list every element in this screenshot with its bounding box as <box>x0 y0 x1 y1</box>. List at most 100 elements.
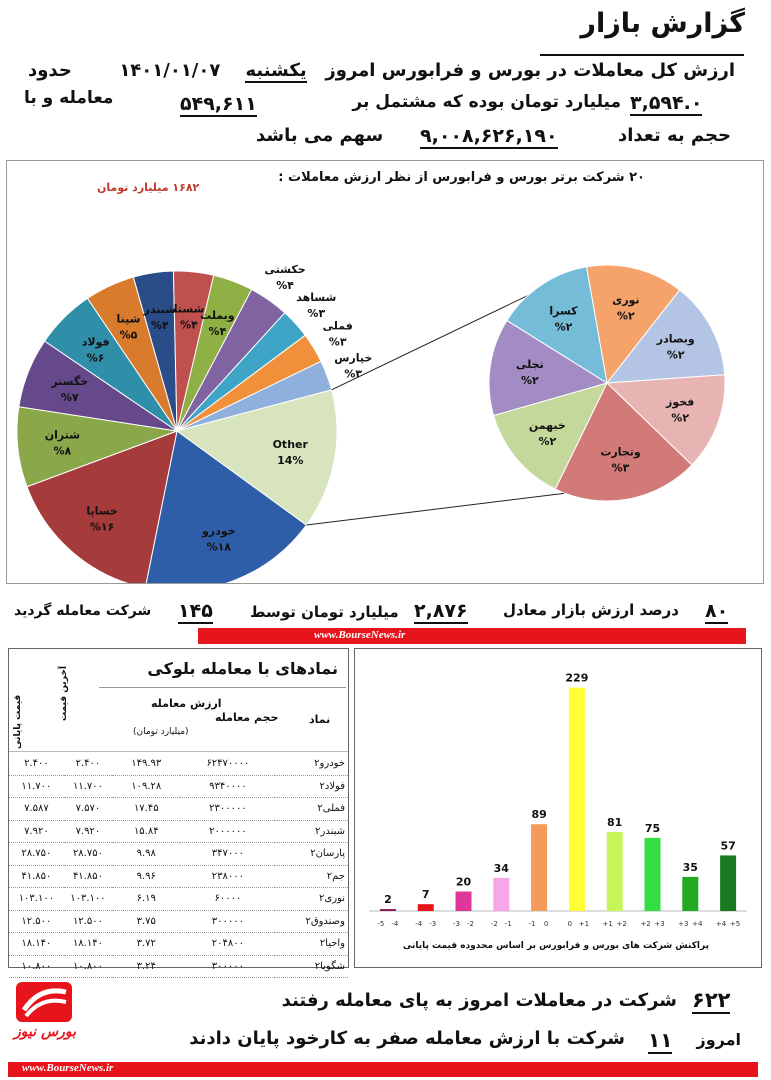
header-divider <box>9 751 348 752</box>
table-cell: شگویا۲ <box>275 955 348 978</box>
bar-tick-label: -4 <box>391 920 399 928</box>
bar-0 <box>379 909 396 911</box>
table-cell: ۳.۲۴ <box>112 955 181 978</box>
pie-label-value: %۳ <box>307 307 325 320</box>
site-banner[interactable]: www.BourseNews.ir <box>198 628 746 644</box>
table-cell: ۲۰۴۸۰۰ <box>180 932 276 956</box>
total-value: ۳,۵۹۴.۰ <box>630 92 703 116</box>
bar-tick-label: 0 <box>544 920 548 928</box>
table-cell: ۷.۹۲۰ <box>9 820 64 843</box>
pie-label-name: خودرو <box>201 524 236 537</box>
pie-slice-1-4 <box>492 382 608 490</box>
pie-section: ۲۰ شرکت برتر بورس و فرابورس از نظر ارزش … <box>6 160 764 584</box>
secondary-pie-label-name: خبهمن <box>529 419 566 432</box>
table-cell: ۲۳۰۰۰۰۰ <box>180 797 276 821</box>
bar-tick-label: -1 <box>505 920 512 928</box>
pie-label-name: Other <box>273 438 309 451</box>
market-value-text: میلیارد تومان توسط <box>250 603 399 621</box>
table-cell: ۲۸.۷۵۰ <box>63 842 113 866</box>
bar-1 <box>417 904 434 911</box>
table-cell: شبندر۲ <box>275 820 348 843</box>
table-cell: ۱۰۳.۱۰۰ <box>63 887 113 911</box>
block-trades-panel: نمادهای با معامله بلوکی نماد حجم معامله … <box>8 648 349 978</box>
pie-label-value: %۶ <box>87 351 105 364</box>
table-cell: ۳۰۰۰۰۰ <box>180 910 276 933</box>
col-header-last-price: آخرین قیمت <box>59 666 69 721</box>
pie-label-name: فولاد <box>82 335 110 348</box>
pie-label-value: %۸ <box>54 445 72 458</box>
table-cell: نوری۲ <box>275 887 348 911</box>
table-cell: ۹۳۴۰۰۰۰ <box>180 775 276 798</box>
pie-chart: خودرو %۱۸ خساپا %۱۶ شتران %۸ خگستر %۷ فولاد %۶ شپن… <box>16 263 726 583</box>
bar-6 <box>606 832 623 911</box>
bar-4 <box>531 824 548 911</box>
pie-label-name: حکشتی <box>265 263 306 276</box>
pie-label-value: %۱۶ <box>90 521 114 534</box>
table-cell: ۳.۷۲ <box>112 932 181 956</box>
table-cell: ۱۲.۵۰۰ <box>9 910 64 933</box>
table-row: ۴۱.۸۵۰ ۴۱.۸۵۰ ۹.۹۶ ۲۳۸۰۰۰ جم۲ <box>9 865 348 888</box>
secondary-pie-label-name: نوری <box>612 293 639 306</box>
pie-label-name: خساپا <box>86 505 118 518</box>
block-trades-table: ۲.۴۰۰ ۲.۴۰۰ ۱۴۹.۹۳ ۶۲۴۷۰۰۰۰ خودرو۲ ۱۱.۷۰۰ ۱۱.۷… <box>9 753 348 978</box>
bar-value-label: 7 <box>422 888 430 901</box>
table-row: ۱۰۳.۱۰۰ ۱۰۳.۱۰۰ ۶.۱۹ ۶۰۰۰۰ نوری۲ <box>9 887 348 911</box>
pie-label-value: %۴ <box>180 318 198 331</box>
table-cell: ۹.۹۶ <box>112 865 181 888</box>
table-cell: ۷.۹۲۰ <box>63 820 113 843</box>
bar-tick-label: +4 <box>692 920 703 928</box>
table-row: ۱۱.۷۰۰ ۱۱.۷۰۰ ۱۰۹.۲۸ ۹۳۴۰۰۰۰ فولاد۲ <box>9 775 348 798</box>
bar-tick-label: -1 <box>529 920 536 928</box>
bar-tick-label: -4 <box>415 920 423 928</box>
table-cell: ۴۱.۸۵۰ <box>9 865 64 888</box>
bar-tick-label: +2 <box>640 920 650 928</box>
table-cell: ۱۷.۴۵ <box>112 797 181 821</box>
pie-slice-0-1 <box>26 430 178 583</box>
bar-tick-label: -3 <box>453 920 460 928</box>
bar-value-label: 20 <box>456 876 472 889</box>
table-row: ۱۲.۵۰۰ ۱۲.۵۰۰ ۳.۷۵ ۳۰۰۰۰۰ وصندوق۲ <box>9 910 348 933</box>
pie-label-value: %۷ <box>61 391 79 404</box>
pie-slice-0-0 <box>145 430 308 583</box>
table-row: ۱۰.۸۰۰ ۱۰.۸۰۰ ۳.۲۴ ۳۰۰۰۰۰ شگویا۲ <box>9 955 348 978</box>
bar-value-label: 34 <box>494 862 510 875</box>
bar-value-label: 2 <box>384 893 392 906</box>
traded-companies-text: شرکت در معاملات امروز به پای معامله رفتن… <box>281 990 677 1011</box>
col-header-value: ارزش معامله <box>151 697 222 710</box>
table-cell: ۹.۹۸ <box>112 842 181 866</box>
table-cell: واحیا۲ <box>275 932 348 956</box>
table-cell: ۱۴۹.۹۳ <box>112 753 181 776</box>
pie-label-value: %۴ <box>151 319 169 332</box>
bar-5 <box>568 687 585 911</box>
footer-banner[interactable]: www.BourseNews.ir <box>8 1062 758 1077</box>
secondary-pie-label-value: %۲ <box>671 412 689 425</box>
bar-tick-label: +5 <box>730 920 740 928</box>
page-title: گزارش بازار <box>580 8 745 39</box>
pie-slice-1-0 <box>585 264 681 385</box>
table-cell: ۱۸.۱۴۰ <box>9 932 64 956</box>
table-cell: ۱۱.۷۰۰ <box>9 775 64 798</box>
table-cell: ۷.۵۸۷ <box>9 797 64 821</box>
bar-7 <box>644 837 661 911</box>
bar-chart-panel: 2 -5 -4 7 -4 -3 20 -3 -2 34 -2 -1 89 -1 0 229 0 +1 81 +1 +2 7… <box>354 648 762 968</box>
pie-slice-1-3 <box>554 382 693 502</box>
table-cell: ۲۸.۷۵۰ <box>9 842 64 866</box>
bar-tick-label: -5 <box>377 920 384 928</box>
bar-tick-label: +2 <box>617 920 627 928</box>
pie-label-name: شستا <box>174 302 205 315</box>
block-title-underline <box>99 687 346 688</box>
summary-line-2-tail: معامله و با <box>24 88 114 108</box>
table-cell: ۳.۷۵ <box>112 910 181 933</box>
secondary-pie-label-value: %۲ <box>667 348 685 361</box>
secondary-pie-label-value: %۲ <box>521 374 539 387</box>
table-cell: فولاد۲ <box>275 775 348 798</box>
bar-2 <box>455 891 472 911</box>
footer-url: www.BourseNews.ir <box>22 1062 114 1074</box>
table-cell: ۳۴۷۰۰۰ <box>180 842 276 866</box>
pie-slice-1-2 <box>605 374 726 466</box>
bar-value-label: 81 <box>607 816 622 829</box>
table-cell: ۱۲.۵۰۰ <box>63 910 113 933</box>
pie-label-name: شپنا <box>117 313 141 326</box>
market-percent-text: درصد ارزش بازار معادل <box>502 601 679 619</box>
pie-label-name: شساهد <box>296 291 336 304</box>
